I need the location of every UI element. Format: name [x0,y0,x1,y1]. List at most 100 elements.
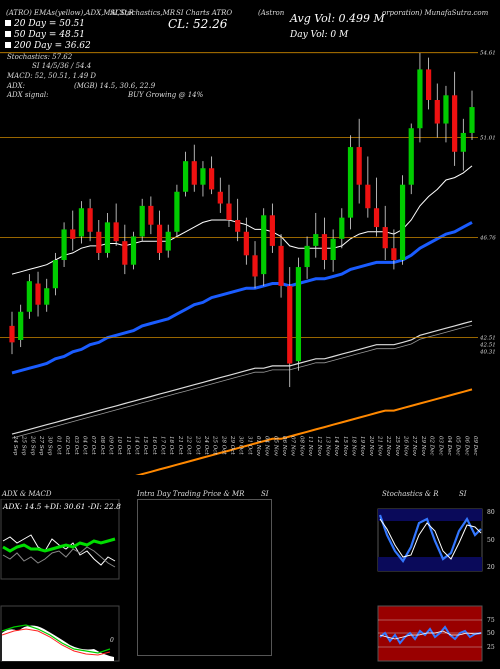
adx-macd-panel: ADX & MACD ADX: 14.5 +DI: 30.61 -DI: 22.… [0,477,124,662]
candle-body [70,229,76,239]
candle-body [356,147,362,185]
intraday-panel: Intra Day Trading Price & MR SI [127,477,371,659]
candle-body [200,168,206,185]
candle-body [130,236,137,265]
candle-body [304,245,310,268]
stochastics-value: Stochastics: 57.62 [7,53,73,61]
date-label: 06 Nov [281,436,287,457]
date-label: 21 Nov [377,435,383,457]
candle-body [443,95,449,124]
date-label: 06 Dec [463,436,469,456]
date-label: 30 Sep [47,436,53,456]
candle-body [382,227,388,249]
candle-body [460,132,466,152]
date-label: 01 Nov [255,436,261,457]
candle-body [148,205,154,225]
intraday-panel-title: Intra Day Trading Price & MR [137,490,245,498]
si-tick-75: 75 [487,617,495,624]
adx-signal-label: ADX signal: [6,91,48,99]
date-label: 08 Nov [298,436,304,457]
price-level-label: 54.61 [480,51,496,57]
stoch-oversold-band [378,557,482,571]
date-label: 24 Sep [12,435,18,456]
adx-panel-title: ADX & MACD [2,490,52,498]
candle-body [87,208,93,232]
candle-body [287,285,293,364]
candle-body [391,248,397,260]
stochastics-plot: 80 50 20 75 50 25 [377,508,495,662]
ema-legend-title: (ATRO) EMAs(yellow),ADX,MACD,R [6,9,134,17]
ema20-swatch [5,20,11,26]
stoch-d-line [379,518,482,560]
ema-100-band-line [11,324,473,439]
date-label: 31 Oct [246,436,252,455]
ema50-swatch [5,31,11,37]
candle-body [174,191,180,232]
close-price: CL: 52.26 [168,17,228,31]
macd-signal-line [1,628,111,656]
date-label: 16 Oct [151,436,157,455]
candle-body [261,215,267,275]
date-label: 11 Nov [307,436,313,457]
adx-line [2,537,116,553]
date-label: 05 Nov [272,436,278,457]
date-label: 04 Oct [81,436,87,455]
adx-label: ADX: [6,82,25,90]
date-label: 10 Oct [116,436,122,455]
date-label: 15 Oct [142,436,148,455]
date-label: 17 Oct [160,436,166,455]
ema-20-line [11,165,473,275]
date-label: 23 Oct [194,435,200,455]
date-label: 04 Nov [264,436,270,457]
candle-body [156,224,163,253]
candle-body [182,161,189,192]
date-label: 25 Sep [21,435,27,456]
candle-body [313,234,319,246]
date-label: 21 Oct [177,435,183,455]
date-label: 14 Nov [333,436,339,457]
date-label: 15 Nov [342,436,348,457]
stochastics-legend: SI,Stochastics,MR [110,9,176,17]
date-label: 09 Dec [472,436,478,456]
si-value: SI 14/5/36 / 54.4 [32,62,91,70]
date-label: 03 Dec [437,436,443,456]
ema20-value: 20 Day = 50.51 [13,19,85,29]
macd-value: MACD: 52, 50.51, 1.49 D [6,72,96,80]
date-label: 27 Sep [38,435,44,456]
date-label: 26 Sep [29,435,35,456]
candle-body [408,128,414,185]
candle-body [452,95,458,152]
candle-body [78,208,85,237]
date-label: 13 Nov [325,436,331,457]
si-tick-50: 50 [487,630,495,637]
date-label: 18 Oct [168,436,174,455]
date-label: 27 Nov [411,435,417,457]
ema-50-line [11,221,473,375]
candle-body [243,231,249,256]
date-label: 26 Nov [403,435,409,457]
buy-signal: BUY Growing @ 14% [127,91,204,99]
candle-body [373,208,380,228]
date-label: 18 Nov [351,436,357,457]
stochastics-panel-title: Stochastics & R [382,490,439,498]
date-label: 19 Nov [359,436,365,457]
candle-body [104,222,111,253]
date-label: 05 Dec [455,436,461,456]
candle-body [321,234,328,260]
date-label: 04 Dec [446,436,452,456]
candle-body [226,203,232,220]
company-name: (Astron [258,9,285,17]
si-line [379,625,482,645]
day-volume: Day Vol: 0 M [289,30,349,40]
si-signal-line [379,630,482,640]
date-label: 25 Nov [394,435,400,457]
macd-line [1,624,111,654]
candle-body [18,311,24,340]
ema-150-line [135,388,473,475]
candle-body [426,69,432,100]
date-label: 30 Oct [238,436,244,455]
candle-body [35,283,41,305]
ema200-swatch [5,42,11,48]
